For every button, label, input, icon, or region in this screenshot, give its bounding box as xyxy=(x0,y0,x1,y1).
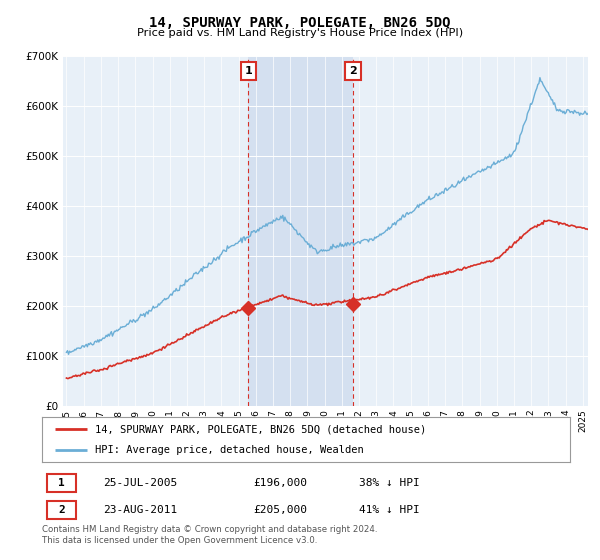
Text: 41% ↓ HPI: 41% ↓ HPI xyxy=(359,505,419,515)
Text: Contains HM Land Registry data © Crown copyright and database right 2024.
This d: Contains HM Land Registry data © Crown c… xyxy=(42,525,377,545)
Text: 1: 1 xyxy=(58,478,65,488)
Text: 38% ↓ HPI: 38% ↓ HPI xyxy=(359,478,419,488)
Text: 14, SPURWAY PARK, POLEGATE, BN26 5DQ (detached house): 14, SPURWAY PARK, POLEGATE, BN26 5DQ (de… xyxy=(95,424,426,435)
Text: 14, SPURWAY PARK, POLEGATE, BN26 5DQ: 14, SPURWAY PARK, POLEGATE, BN26 5DQ xyxy=(149,16,451,30)
Text: 25-JUL-2005: 25-JUL-2005 xyxy=(103,478,177,488)
Text: 23-AUG-2011: 23-AUG-2011 xyxy=(103,505,177,515)
Text: Price paid vs. HM Land Registry's House Price Index (HPI): Price paid vs. HM Land Registry's House … xyxy=(137,28,463,38)
Text: £196,000: £196,000 xyxy=(253,478,307,488)
FancyBboxPatch shape xyxy=(47,474,76,492)
FancyBboxPatch shape xyxy=(47,501,76,519)
Text: 1: 1 xyxy=(245,66,252,76)
Text: HPI: Average price, detached house, Wealden: HPI: Average price, detached house, Weal… xyxy=(95,445,364,455)
Bar xyxy=(248,56,353,406)
Text: 2: 2 xyxy=(58,505,65,515)
Text: 2: 2 xyxy=(349,66,357,76)
Text: £205,000: £205,000 xyxy=(253,505,307,515)
